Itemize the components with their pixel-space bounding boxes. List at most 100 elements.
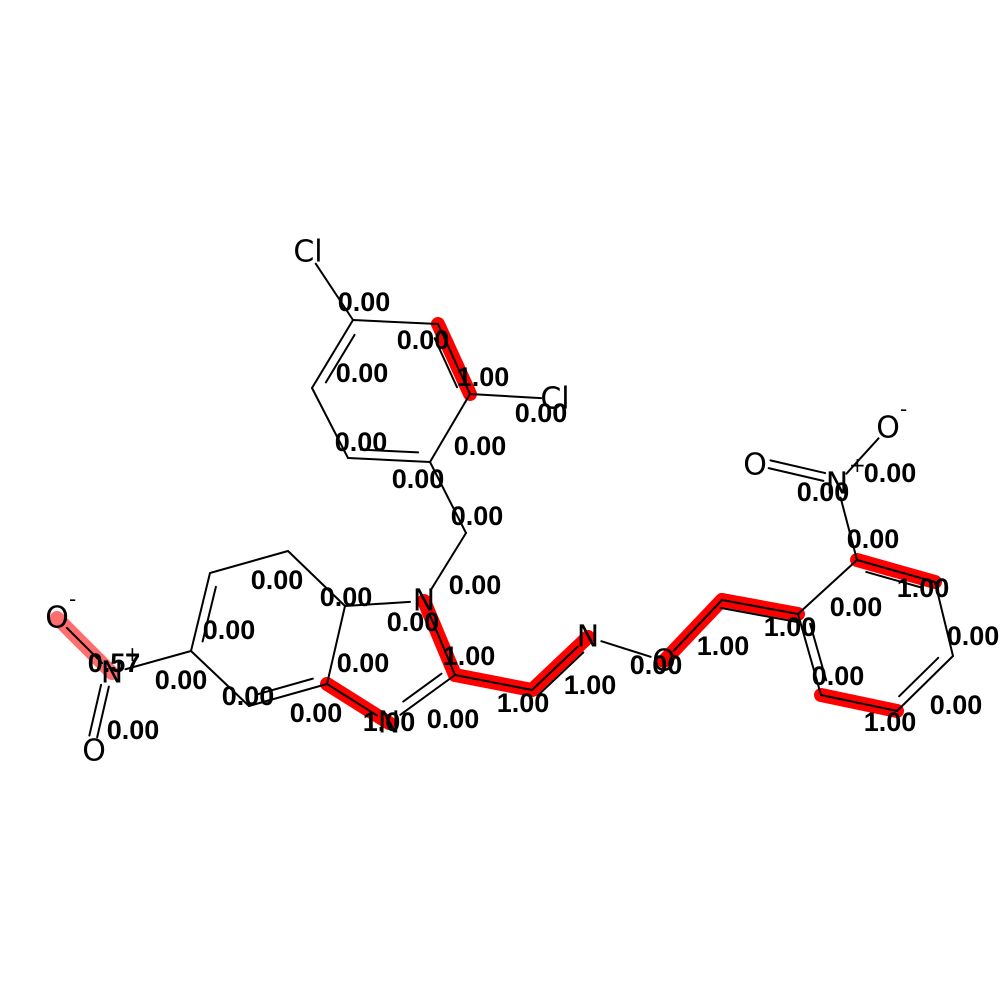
bond-line	[347, 457, 431, 463]
bond-inner-line	[257, 677, 314, 696]
bond-line	[469, 393, 543, 400]
bond-inner-line	[809, 622, 828, 682]
bond-line	[896, 655, 954, 712]
bond-weight-label: 0.00	[930, 690, 983, 720]
bond-line	[311, 387, 349, 459]
bond-weight-label: 0.00	[830, 592, 883, 622]
bond-line	[399, 674, 456, 716]
bond-line	[672, 599, 723, 652]
bond-weight-label: 0.00	[797, 477, 850, 507]
bond-weight-label: 0.57	[88, 648, 141, 678]
bond-line	[314, 262, 354, 321]
bond-inner-line	[865, 570, 922, 589]
atom-o: O	[652, 644, 676, 679]
bond-line	[600, 640, 652, 658]
bond-weight-label: 0.00	[397, 325, 450, 355]
atom-label: N	[413, 584, 435, 619]
bond-inner-line	[402, 672, 443, 703]
bond-line	[428, 612, 456, 676]
bond-weight-label: 0.00	[203, 615, 256, 645]
bond-weight-label: 0.00	[454, 431, 507, 461]
bond-line	[326, 683, 379, 717]
bond-weight-label: 0.00	[107, 715, 160, 745]
bond-line	[311, 319, 354, 389]
bond-line	[124, 650, 192, 671]
bond-line	[454, 674, 533, 691]
atom-charge: -	[69, 587, 76, 611]
bond-weight-label: 1.00	[363, 707, 416, 737]
atom-n: N+	[826, 453, 866, 502]
bond-second-line	[536, 651, 585, 697]
bond-weight-label: 0.00	[222, 681, 275, 711]
bond-line	[429, 461, 467, 534]
bond-line	[190, 572, 211, 652]
bond-line	[856, 559, 936, 583]
bond-weight-label: 0.00	[338, 287, 391, 317]
bond-weight-label: 0.00	[290, 698, 343, 728]
bond-line	[287, 550, 346, 607]
bond-line	[437, 323, 471, 395]
bond-weight-label: 1.00	[457, 362, 510, 392]
atom-label: N	[378, 706, 400, 741]
bond-line	[767, 467, 825, 482]
weight-label-layer: 0.000.001.000.000.000.000.000.000.000.00…	[88, 287, 1000, 745]
bond-weight-label: 0.00	[451, 501, 504, 531]
atom-charge: +	[124, 642, 141, 666]
atom-label: Cl	[293, 235, 322, 270]
atom-label: Cl	[540, 382, 569, 417]
atom-label: O	[45, 601, 69, 636]
atom-cl: Cl	[293, 235, 322, 270]
bond-weight-label: 0.00	[387, 607, 440, 637]
bond-line	[344, 600, 412, 607]
atom-label: O	[743, 448, 767, 483]
bond-line	[934, 581, 954, 657]
bond-weight-label: 0.00	[392, 464, 445, 494]
bond-line	[248, 683, 328, 707]
atom-cl: Cl	[540, 382, 569, 417]
bond-weight-label: 0.00	[847, 524, 900, 554]
bond-weight-label: 0.00	[812, 661, 865, 691]
bond-second-line	[769, 459, 827, 475]
bond-weight-label: 0.00	[427, 704, 480, 734]
bond-second-line	[719, 606, 798, 623]
bond-line	[845, 437, 880, 475]
bond-inner-line	[324, 333, 356, 384]
bond-line	[209, 550, 289, 574]
atom-n: N	[378, 706, 400, 741]
bond-layer	[65, 262, 954, 739]
bond-weight-label: 0.00	[335, 427, 388, 457]
bond-inner-line	[898, 656, 940, 698]
bond-line	[797, 613, 822, 696]
bond-line	[839, 496, 858, 561]
bond-weight-label: 0.00	[449, 570, 502, 600]
atom-label: N	[577, 620, 599, 655]
bond-line	[352, 319, 439, 325]
atom-label: N	[826, 467, 848, 502]
bond-line	[190, 650, 250, 707]
atom-label: O	[652, 644, 676, 679]
bond-weight-label: 0.00	[864, 458, 917, 488]
bond-line	[326, 605, 346, 685]
bond-inner-line	[359, 448, 420, 454]
bond-weight-label: 0.00	[155, 665, 208, 695]
bond-line	[531, 645, 579, 691]
bond-weight-label: 0.00	[320, 582, 373, 612]
atom-n: N	[413, 584, 435, 619]
bond-weight-label: 0.00	[515, 398, 568, 428]
bond-weight-label: 1.00	[564, 670, 617, 700]
bond-line	[820, 694, 898, 712]
bond-line	[96, 685, 110, 739]
bond-weight-label: 1.00	[864, 707, 917, 737]
bond-line	[65, 626, 104, 665]
bond-inner-line	[433, 337, 459, 389]
bond-inner-line	[201, 585, 217, 643]
bond-line	[429, 393, 471, 463]
atom-o: O-	[45, 587, 76, 636]
atom-o: O	[82, 734, 106, 769]
bond-weight-label: 0.00	[947, 621, 1000, 651]
atom-label: O	[82, 734, 106, 769]
atom-label: N	[101, 656, 123, 691]
bond-second-line	[88, 683, 103, 737]
